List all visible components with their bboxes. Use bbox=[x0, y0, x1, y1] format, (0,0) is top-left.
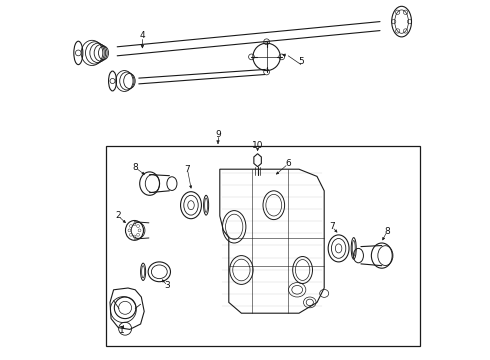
Text: 10: 10 bbox=[252, 141, 263, 150]
Text: 1: 1 bbox=[119, 326, 125, 335]
Text: 8: 8 bbox=[133, 163, 139, 172]
Text: 5: 5 bbox=[298, 57, 304, 66]
Text: 7: 7 bbox=[329, 222, 335, 231]
Text: 3: 3 bbox=[165, 282, 171, 290]
Text: 2: 2 bbox=[116, 211, 121, 220]
Bar bbox=[106, 146, 419, 346]
Text: 7: 7 bbox=[185, 165, 190, 174]
Text: 9: 9 bbox=[215, 130, 221, 139]
Text: 6: 6 bbox=[285, 159, 291, 168]
Text: 4: 4 bbox=[140, 31, 145, 40]
Text: 8: 8 bbox=[384, 227, 390, 236]
